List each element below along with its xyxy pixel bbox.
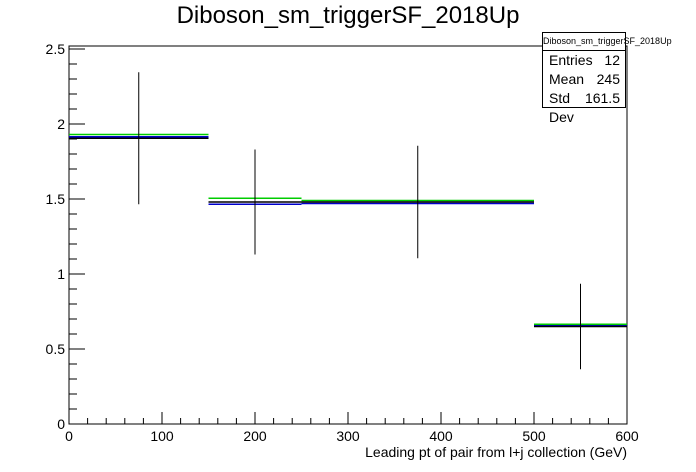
y-tick-label: 0.5: [46, 341, 66, 357]
y-tick-label: 1: [57, 266, 65, 282]
stats-box: Diboson_sm_triggerSF_2018Up Entries 12 M…: [542, 32, 672, 125]
x-axis-title: Leading pt of pair from l+j collection (…: [365, 444, 627, 460]
x-tick-label: 300: [336, 428, 360, 444]
stats-stddev-row: Std Dev 161.5: [543, 89, 625, 127]
stats-entries-label: Entries: [549, 52, 593, 68]
x-tick-label: 0: [65, 428, 73, 444]
stats-mean-label: Mean: [549, 71, 585, 87]
stats-mean-value: 245: [596, 71, 620, 87]
stats-entries-row: Entries 12: [543, 51, 625, 70]
x-tick-label: 500: [522, 428, 546, 444]
stats-mean-row: Mean 245: [543, 70, 625, 89]
y-tick-label: 2: [57, 116, 65, 132]
stats-entries-value: 12: [604, 52, 620, 68]
stats-box-title: Diboson_sm_triggerSF_2018Up: [543, 33, 672, 51]
y-tick-label: 1.5: [46, 191, 66, 207]
stats-stddev-value: 161.5: [584, 90, 620, 106]
x-tick-label: 100: [150, 428, 174, 444]
y-tick-label: 2.5: [46, 41, 66, 57]
stats-stddev-label: Std Dev: [549, 90, 574, 125]
y-tick-label: 0: [57, 416, 65, 432]
x-tick-label: 400: [429, 428, 453, 444]
x-tick-label: 600: [615, 428, 639, 444]
x-tick-label: 200: [243, 428, 267, 444]
chart-title: Diboson_sm_triggerSF_2018Up: [176, 2, 520, 29]
